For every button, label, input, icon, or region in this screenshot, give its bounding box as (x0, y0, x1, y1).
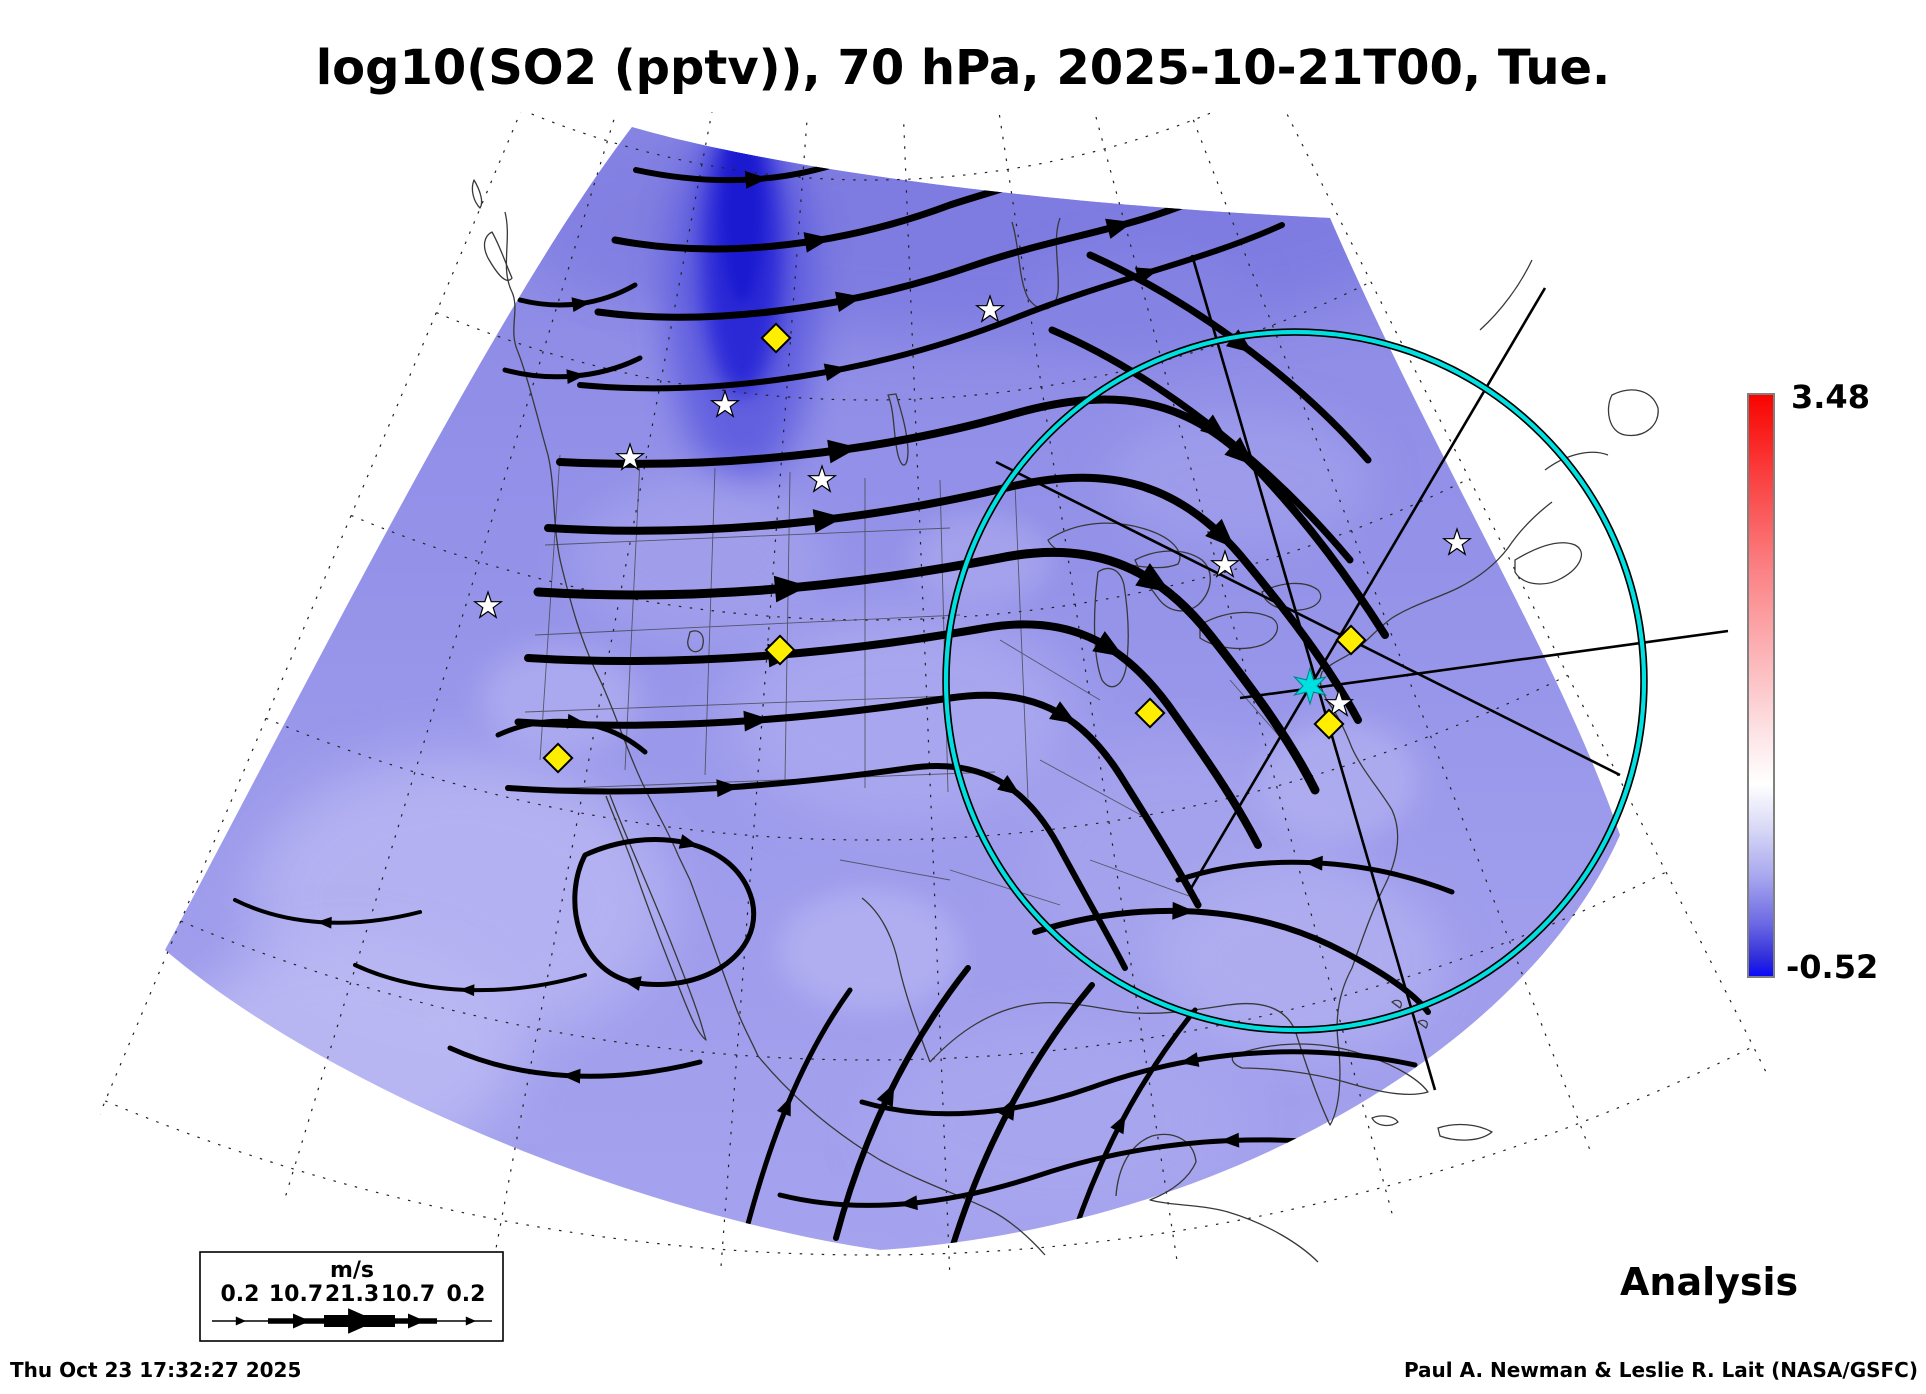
yellow-diamond-icon (760, 322, 792, 354)
wind-legend-units: m/s (329, 1258, 375, 1283)
range-ring (942, 328, 1648, 1034)
state-borders (514, 454, 1301, 906)
yellow-diamond-icon (764, 634, 796, 666)
wind-legend-tick: 10.7 (268, 1282, 324, 1307)
analysis-label: Analysis (1620, 1260, 1799, 1304)
graticule (100, 112, 1770, 1272)
colorbar-min-label: -0.52 (1786, 948, 1879, 986)
white-star-icon (974, 294, 1006, 323)
white-star-icon (1323, 688, 1355, 717)
cyan-star-icon (1292, 666, 1328, 706)
white-star-icon (614, 442, 646, 471)
yellow-diamond-icon (1134, 697, 1166, 729)
white-star-icon (1209, 549, 1241, 578)
white-star-icon (472, 590, 504, 619)
wind-arrows (316, 170, 1323, 1211)
yellow-diamond-icon (1313, 708, 1345, 740)
wind-legend-tick: 0.2 (446, 1282, 486, 1307)
timestamp: Thu Oct 23 17:32:27 2025 (10, 1358, 302, 1382)
credit: Paul A. Newman & Leslie R. Lait (NASA/GS… (1403, 1358, 1918, 1382)
colorbar-max-label: 3.48 (1791, 378, 1870, 416)
colorbar (1747, 393, 1775, 978)
wind-legend-tick: 10.7 (380, 1282, 436, 1307)
white-star-icon (1441, 527, 1473, 556)
yellow-diamond-icon (1335, 624, 1367, 656)
yellow-diamond-markers (542, 322, 1367, 774)
wind-legend-tick: 21.3 (324, 1282, 380, 1307)
white-star-icon (709, 389, 741, 418)
white-star-icon (806, 464, 838, 493)
page-title: log10(SO2 (pptv)), 70 hPa, 2025-10-21T00… (315, 40, 1611, 96)
white-star-markers (472, 294, 1473, 717)
wind-speed-legend (199, 1251, 504, 1342)
wind-legend-tick: 0.2 (220, 1282, 260, 1307)
yellow-diamond-icon (542, 742, 574, 774)
